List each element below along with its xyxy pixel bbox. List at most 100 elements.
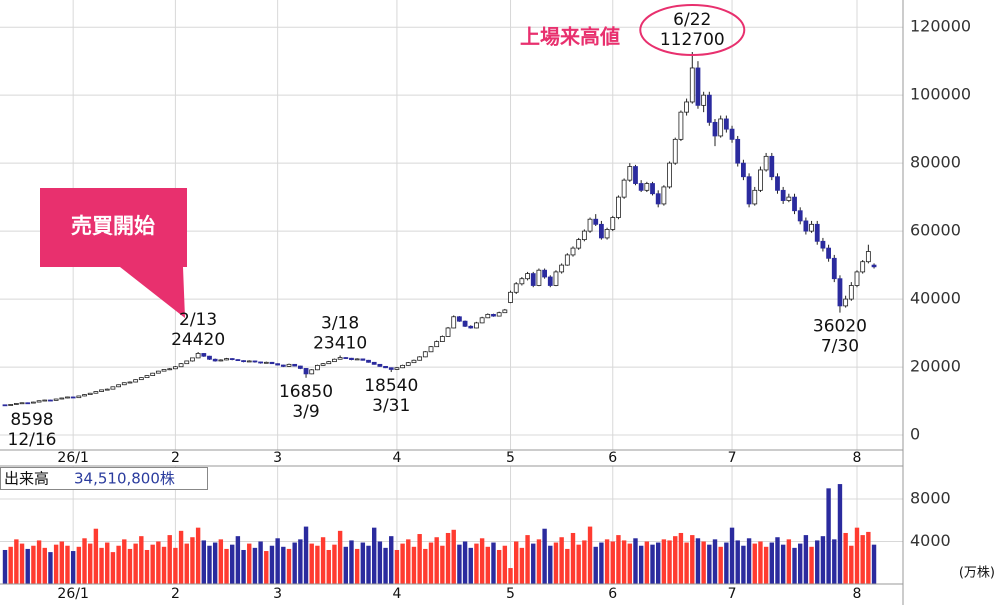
candle-body — [701, 94, 707, 106]
x-tick-label: 8 — [853, 586, 862, 602]
volume-bar — [309, 543, 314, 584]
candle-body — [474, 322, 479, 329]
candle-body — [843, 298, 849, 307]
candle-body — [735, 138, 741, 164]
y-tick-label: 40000 — [910, 289, 961, 308]
volume-bar — [565, 548, 570, 584]
candle-body — [451, 316, 457, 329]
candle-body — [848, 285, 854, 300]
x-tick-label: 7 — [728, 450, 737, 466]
volume-bar — [684, 542, 689, 584]
candle-body — [689, 67, 695, 103]
candle-body — [65, 396, 70, 399]
candle-body — [854, 271, 860, 286]
volume-bar — [525, 535, 530, 584]
candle-body — [167, 368, 173, 371]
annotation-value: 112700 — [660, 30, 725, 50]
candle-body — [343, 357, 349, 359]
annotation-date: 3/9 — [292, 402, 319, 422]
volume-bar — [661, 539, 667, 584]
volume-header: 出来高 34,510,800株 — [0, 467, 208, 490]
volume-bar — [167, 535, 172, 584]
volume-bar — [701, 541, 706, 584]
volume-bar — [582, 540, 587, 584]
x-tick-label: 2 — [171, 586, 180, 602]
volume-bar — [559, 537, 564, 584]
candle-body — [553, 271, 559, 286]
candle-body — [53, 398, 59, 401]
volume-bar — [411, 546, 417, 584]
volume-bar — [843, 532, 848, 584]
volume-bar — [502, 545, 508, 584]
volume-bar — [752, 543, 757, 584]
volume-bar — [763, 546, 769, 584]
volume-bar — [650, 544, 655, 584]
candle-body — [672, 138, 678, 164]
candle-body — [99, 389, 104, 392]
volume-bar — [485, 546, 490, 584]
volume-bar — [105, 542, 110, 584]
candle-body — [25, 402, 31, 405]
candle-body — [229, 358, 235, 360]
volume-bar — [638, 545, 644, 584]
candle-body — [82, 394, 87, 397]
volume-bar — [258, 541, 263, 584]
candle-body — [604, 229, 610, 239]
candle-body — [655, 193, 661, 205]
candle-body — [235, 359, 241, 362]
volume-bar — [122, 539, 127, 584]
candle-body — [286, 363, 292, 367]
candle-body — [752, 189, 758, 205]
annotation-date: 6/22 — [673, 10, 711, 30]
y-tick-label: 0 — [910, 425, 920, 444]
volume-bar — [173, 547, 178, 584]
volume-bar — [42, 547, 47, 584]
annotation-date: 3/31 — [372, 396, 410, 416]
candle-body — [42, 399, 48, 402]
y-tick-label: 100000 — [910, 85, 971, 104]
volume-bar — [667, 540, 672, 584]
candle-body — [633, 166, 638, 184]
volume-bar — [593, 546, 598, 584]
candle-body — [309, 369, 315, 375]
candle-body — [684, 101, 689, 113]
candle-body — [792, 196, 797, 212]
volume-bar — [496, 549, 502, 584]
volume-bar — [264, 551, 269, 584]
candle-body — [195, 353, 201, 359]
volume-bar — [803, 535, 809, 584]
annotation-value: 18540 — [364, 376, 418, 396]
volume-bar — [82, 538, 87, 584]
volume-bar — [133, 543, 138, 584]
volume-bar — [201, 540, 206, 584]
volume-unit: (万株) — [959, 566, 995, 581]
volume-bar — [36, 540, 42, 584]
volume-bar — [457, 544, 462, 584]
candle-body — [13, 403, 19, 405]
candle-body — [576, 239, 582, 249]
volume-bar — [548, 545, 553, 584]
volume-bar — [326, 549, 331, 584]
callout-text: 売買開始 — [71, 214, 155, 238]
candle-body — [530, 273, 536, 286]
volume-bar — [854, 527, 860, 584]
x-tick-label: 4 — [392, 450, 401, 466]
volume-bar — [298, 539, 303, 584]
candle-body — [564, 254, 570, 266]
candle-body — [763, 155, 769, 171]
candle-body — [269, 361, 275, 365]
candle-body — [599, 223, 604, 239]
candle-body — [422, 351, 428, 358]
candle-body — [201, 353, 207, 357]
volume-bar — [729, 527, 735, 584]
candle-body — [820, 240, 826, 249]
candle-body — [775, 176, 780, 191]
candle-body — [212, 358, 218, 362]
candle-body — [178, 363, 184, 368]
candle-body — [468, 325, 474, 329]
candle-body — [48, 399, 53, 402]
candle-body — [479, 317, 485, 324]
candle-body — [383, 365, 388, 369]
